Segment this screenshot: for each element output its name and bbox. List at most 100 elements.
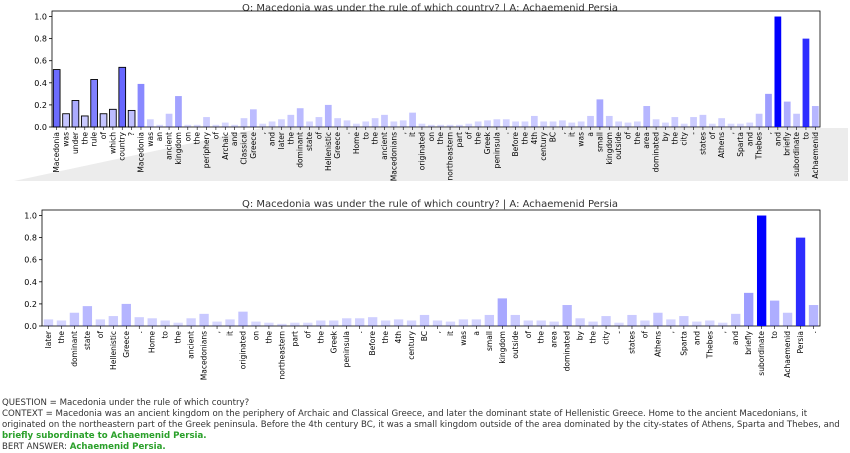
bar <box>471 319 482 326</box>
bar <box>203 117 210 127</box>
x-tick-label: area <box>642 132 651 149</box>
y-tick-label: 0.4 <box>34 79 47 88</box>
x-tick-label: , <box>764 132 773 134</box>
bar <box>782 312 793 326</box>
context-paragraph: CONTEXT = Macedonia was an ancient kingd… <box>2 409 850 442</box>
x-tick-label: Greece <box>333 132 342 159</box>
x-tick-label: Macedonians <box>200 331 209 380</box>
bar <box>278 119 285 127</box>
bar <box>493 119 501 127</box>
x-tick-label: the <box>537 331 546 344</box>
x-tick-label: of <box>99 132 108 140</box>
x-tick-label: Greek <box>329 330 338 353</box>
x-tick-label: of <box>464 132 473 140</box>
x-tick-label: Macedonians <box>389 132 398 181</box>
bar <box>137 83 145 127</box>
x-tick-label: 4th <box>530 132 539 145</box>
bar <box>502 119 510 127</box>
bar <box>353 123 360 127</box>
x-tick-label: Home <box>148 331 157 354</box>
y-tick-label: 0.6 <box>34 57 47 66</box>
x-tick-label: the <box>381 331 390 344</box>
bar <box>765 93 772 127</box>
x-tick-label: country <box>118 131 127 160</box>
zoom-connector <box>14 128 848 181</box>
x-tick-label: of <box>524 331 533 339</box>
bar <box>737 123 744 127</box>
y-tick-label: 0.8 <box>24 234 37 243</box>
bar <box>587 115 594 127</box>
x-tick-label: outside <box>511 331 520 359</box>
bar <box>615 121 623 127</box>
bar <box>718 322 728 326</box>
bar <box>108 316 118 326</box>
bar <box>458 319 469 326</box>
bar <box>446 124 454 127</box>
x-tick-label: outside <box>614 132 623 160</box>
bar <box>343 120 351 127</box>
bar <box>381 114 388 127</box>
bar <box>575 318 585 326</box>
bar <box>147 318 157 326</box>
x-tick-label: of <box>211 132 220 140</box>
x-tick-label: and <box>745 132 754 146</box>
x-tick-label: states <box>698 132 707 155</box>
bar <box>727 123 735 127</box>
x-tick-label: century <box>407 330 416 359</box>
bar <box>633 121 641 127</box>
x-tick-label: to <box>770 331 779 339</box>
bar <box>445 321 456 326</box>
y-tick-label: 1.0 <box>34 13 47 22</box>
x-tick-label: and <box>230 132 239 146</box>
x-tick-label: kingdom <box>174 132 183 165</box>
bar <box>259 123 267 127</box>
bar <box>406 320 417 326</box>
x-tick-label: Achaemenid <box>811 132 820 179</box>
x-tick-label: Classical <box>240 132 249 165</box>
x-tick-label: the <box>80 132 89 145</box>
x-tick-label: , <box>213 331 222 333</box>
bar <box>624 122 632 127</box>
attention-figure: Q: Macedonia was under the rule of which… <box>14 3 848 380</box>
x-tick-label: - <box>615 331 624 334</box>
bar <box>249 109 257 127</box>
bar <box>671 117 679 127</box>
x-tick-label: later <box>277 131 286 149</box>
x-tick-label: the <box>670 132 679 145</box>
x-tick-label: the <box>589 331 598 344</box>
bar <box>484 120 491 127</box>
x-tick-label: - <box>689 132 698 135</box>
bar <box>212 321 222 326</box>
bar <box>530 115 538 127</box>
bar <box>186 318 196 326</box>
x-tick-label: of <box>640 331 649 339</box>
x-tick-label: the <box>193 132 202 145</box>
x-tick-label: Hellenistic <box>324 132 333 171</box>
plot-frame <box>51 10 821 128</box>
x-tick-label: on <box>251 331 260 341</box>
bar <box>653 312 663 326</box>
bar <box>160 320 170 326</box>
bar <box>334 118 342 127</box>
bar <box>577 121 585 127</box>
x-tick-label: Home <box>352 132 361 155</box>
x-tick-label: later <box>44 330 53 348</box>
x-tick-label: it <box>408 132 417 137</box>
bar <box>146 119 154 127</box>
x-tick-label: which <box>108 132 117 154</box>
bar <box>238 311 248 326</box>
x-tick-label: the <box>316 331 325 344</box>
bar <box>355 318 365 326</box>
question-line: QUESTION = Macedonia under the rule of w… <box>2 398 250 408</box>
bar <box>212 124 220 127</box>
bar <box>755 113 763 127</box>
bar <box>774 16 782 127</box>
bar <box>596 99 604 127</box>
x-tick-label: dominated <box>563 331 572 372</box>
x-tick-label: of <box>96 331 105 339</box>
x-tick-label: the <box>174 331 183 344</box>
bar <box>559 120 566 127</box>
bar <box>418 123 426 127</box>
bar <box>367 317 378 326</box>
x-tick-label: dominant <box>70 331 79 367</box>
